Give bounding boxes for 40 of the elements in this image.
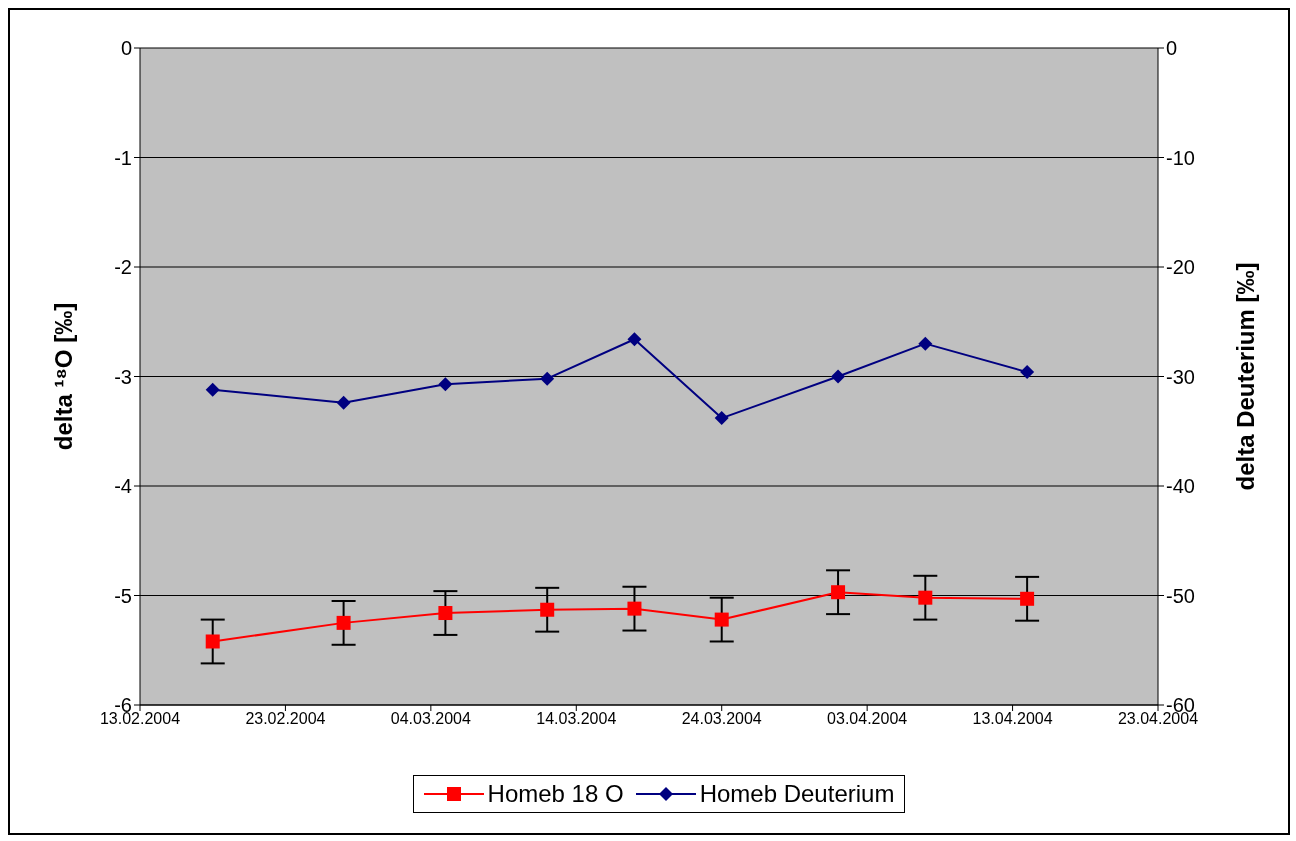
y2-tick-label: -20 — [1166, 256, 1195, 279]
point — [438, 606, 453, 621]
point — [714, 612, 729, 627]
point — [918, 590, 933, 605]
point — [627, 601, 642, 616]
y-tick-label: -2 — [114, 256, 132, 279]
point — [205, 382, 220, 397]
y2-tick-label: -10 — [1166, 146, 1195, 169]
point — [714, 411, 729, 426]
point — [918, 336, 933, 351]
x-tick-label: 04.03.2004 — [390, 710, 471, 728]
legend-label: Homeb 18 O — [487, 780, 624, 808]
point — [205, 634, 220, 649]
point — [540, 602, 555, 617]
point — [831, 369, 846, 384]
point — [540, 371, 555, 386]
x-tick-label: 13.04.2004 — [972, 710, 1053, 728]
x-tick-label: 14.03.2004 — [536, 710, 617, 728]
legend-label: Homeb Deuterium — [699, 780, 895, 808]
y-tick-label: 0 — [120, 37, 132, 60]
y2-tick-label: -40 — [1166, 475, 1195, 498]
y2-tick-label: 0 — [1166, 37, 1178, 60]
y2-tick-label: -30 — [1166, 365, 1195, 388]
y-tick-label: -3 — [114, 365, 132, 388]
x-tick-label: 24.03.2004 — [681, 710, 762, 728]
x-tick-label: 23.02.2004 — [245, 710, 326, 728]
point — [1020, 365, 1035, 380]
y-tick-label: -5 — [114, 584, 132, 607]
y2-tick-label: -50 — [1166, 584, 1195, 607]
y-tick-label: -1 — [114, 146, 132, 169]
point — [831, 585, 846, 600]
point — [1020, 591, 1035, 606]
y-axis-title: delta ¹⁸O [‰] — [50, 302, 77, 451]
y2-axis-title: delta Deuterium [‰] — [1232, 262, 1259, 491]
point — [438, 377, 453, 392]
point — [336, 615, 351, 630]
point — [336, 395, 351, 410]
x-tick-label: 03.04.2004 — [827, 710, 908, 728]
point — [627, 332, 642, 347]
y-tick-label: -4 — [114, 475, 132, 498]
